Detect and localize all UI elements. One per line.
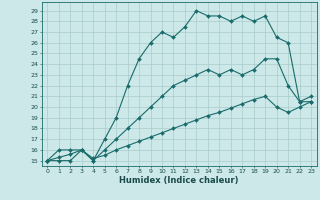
X-axis label: Humidex (Indice chaleur): Humidex (Indice chaleur) xyxy=(119,176,239,185)
